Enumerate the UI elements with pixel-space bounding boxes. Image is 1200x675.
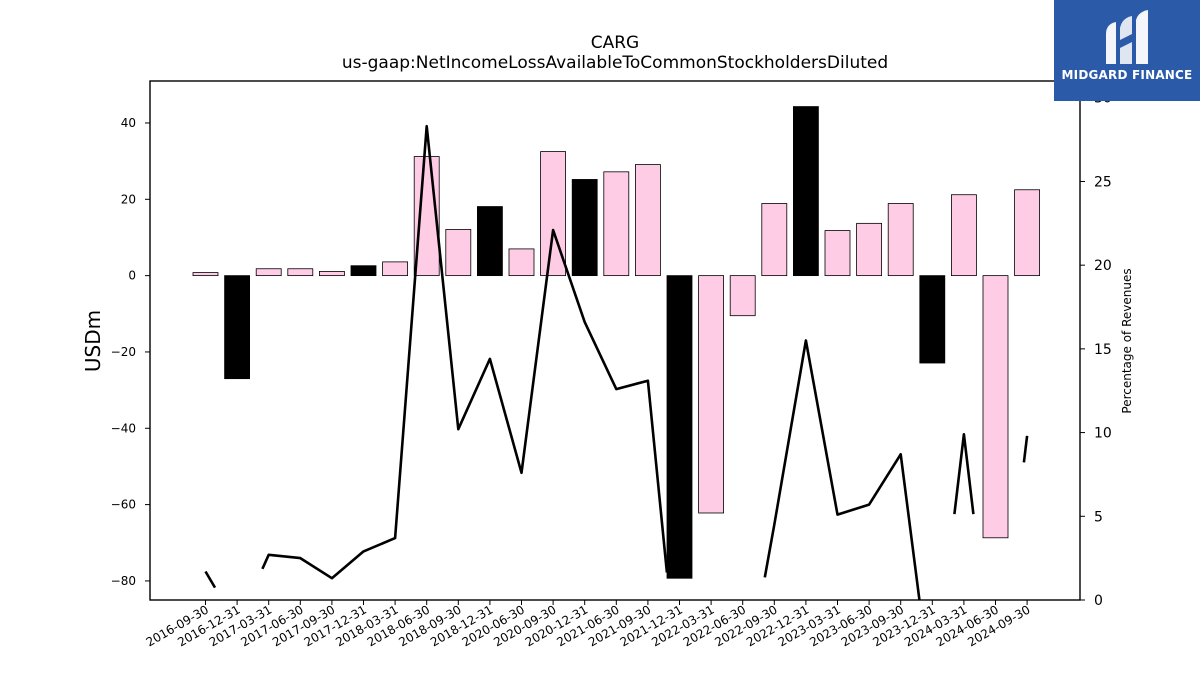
logo-mark-icon — [1106, 10, 1148, 64]
bar — [761, 203, 788, 277]
bar — [603, 171, 630, 277]
y-tick-label: 20 — [121, 192, 136, 206]
line-segment — [204, 570, 217, 589]
bar-series — [192, 106, 1040, 579]
bar — [445, 229, 472, 277]
y2-tick-label: 25 — [1094, 174, 1112, 190]
right-axis-ticks: 051015202530 — [1080, 91, 1112, 609]
y2-tick-label: 0 — [1094, 593, 1103, 609]
bar — [919, 275, 946, 364]
bar — [350, 265, 377, 277]
y-tick-label: −60 — [111, 498, 136, 512]
line-segment — [1022, 435, 1029, 463]
plot-frame — [149, 80, 1081, 601]
bar — [824, 230, 851, 277]
y-tick-label: 0 — [128, 269, 136, 283]
y-tick-label: −80 — [111, 574, 136, 588]
midgard-finance-logo: MIDGARD FINANCE — [1054, 0, 1200, 101]
y2-tick-label: 15 — [1094, 342, 1112, 358]
y2-axis-label: Percentage of Revenues — [1120, 268, 1134, 413]
left-axis-ticks: −80 −60 −40 −20 0 20 40 — [111, 116, 150, 588]
line-segment — [763, 339, 921, 600]
bar — [255, 268, 282, 277]
bar — [508, 248, 535, 277]
bar — [793, 106, 819, 277]
y-tick-label: −20 — [111, 345, 136, 359]
y2-tick-label: 20 — [1094, 258, 1112, 274]
bar — [856, 222, 882, 277]
bar — [192, 272, 219, 277]
percentage-line-series — [204, 124, 1029, 600]
bar — [224, 275, 251, 380]
y2-tick-label: 10 — [1094, 426, 1112, 442]
bar — [318, 271, 345, 277]
y-tick-label: 40 — [121, 116, 136, 130]
chart-subtitle: us-gaap:NetIncomeLossAvailableToCommonSt… — [342, 53, 888, 73]
logo-text: MIDGARD FINANCE — [1061, 68, 1193, 82]
bar — [571, 179, 598, 277]
x-axis-ticks: 2016-09-302016-12-312017-03-312017-06-30… — [144, 600, 1033, 649]
y2-tick-label: 5 — [1094, 509, 1103, 525]
axes — [149, 80, 1081, 601]
chart-title: CARG — [591, 33, 640, 53]
y-tick-label: −40 — [111, 421, 136, 435]
bar — [951, 194, 977, 277]
bar — [382, 261, 409, 277]
y-axis-label: USDm — [81, 310, 105, 372]
bar — [287, 268, 314, 277]
bar — [476, 206, 503, 277]
bar — [729, 275, 756, 317]
line-segment — [261, 124, 669, 580]
bar — [635, 164, 661, 277]
bar — [1014, 189, 1040, 277]
bar — [698, 275, 724, 514]
bar — [982, 275, 1009, 539]
bar — [666, 275, 693, 579]
line-segment — [953, 433, 975, 515]
bar — [887, 203, 914, 277]
